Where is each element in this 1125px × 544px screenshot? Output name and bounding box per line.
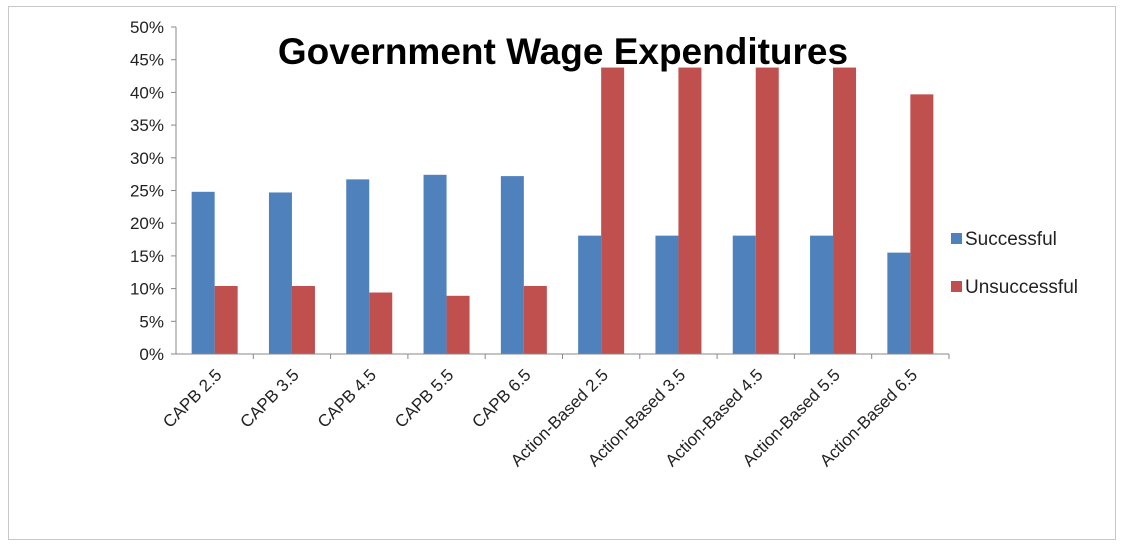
legend-label-successful: Successful bbox=[965, 229, 1057, 250]
bar-successful bbox=[500, 176, 524, 354]
y-tick-label: 20% bbox=[130, 214, 164, 233]
bar-unsuccessful bbox=[369, 292, 393, 354]
bar-unsuccessful bbox=[601, 67, 625, 354]
legend-swatch-successful bbox=[951, 233, 962, 244]
y-tick-label: 5% bbox=[139, 312, 164, 331]
y-tick-label: 45% bbox=[130, 51, 164, 70]
bar-chart: Government Wage Expenditures 0% 5% 10% 15% 2… bbox=[130, 18, 1078, 470]
legend-label-unsuccessful: Unsuccessful bbox=[965, 277, 1078, 298]
x-tick-label: CAPB 3.5 bbox=[237, 365, 303, 431]
x-tick-label: CAPB 5.5 bbox=[391, 365, 457, 431]
y-tick-label: 15% bbox=[130, 247, 164, 266]
bar-successful bbox=[655, 235, 679, 354]
y-tick-label: 10% bbox=[130, 280, 164, 299]
bar-successful bbox=[578, 235, 602, 354]
bar-unsuccessful bbox=[523, 285, 547, 354]
bars bbox=[191, 67, 934, 354]
y-tick-label: 25% bbox=[130, 182, 164, 201]
y-tick-label: 0% bbox=[139, 345, 164, 364]
legend: Successful Unsuccessful bbox=[951, 229, 1078, 298]
x-tick-label: CAPB 4.5 bbox=[314, 365, 380, 431]
y-tick-label: 50% bbox=[130, 18, 164, 37]
x-tick-label: CAPB 6.5 bbox=[468, 365, 534, 431]
bar-successful bbox=[810, 235, 834, 354]
chart-title: Government Wage Expenditures bbox=[278, 31, 848, 72]
bar-unsuccessful bbox=[291, 285, 315, 354]
y-tick-label: 40% bbox=[130, 83, 164, 102]
bar-unsuccessful bbox=[755, 67, 779, 354]
y-tick-label: 35% bbox=[130, 116, 164, 135]
bar-successful bbox=[423, 174, 447, 354]
bar-successful bbox=[268, 192, 292, 354]
y-axis: 0% 5% 10% 15% 20% 25% 30% 35% 40% 45% 50% bbox=[130, 18, 177, 364]
bar-successful bbox=[887, 252, 911, 354]
x-tick-label: CAPB 2.5 bbox=[159, 365, 225, 431]
bar-successful bbox=[191, 191, 215, 354]
y-tick-label: 30% bbox=[130, 149, 164, 168]
legend-swatch-unsuccessful bbox=[951, 281, 962, 292]
bar-unsuccessful bbox=[833, 67, 857, 354]
bar-successful bbox=[732, 235, 756, 354]
x-axis: CAPB 2.5 CAPB 3.5 CAPB 4.5 CAPB 5.5 CAPB 6.5… bbox=[159, 353, 950, 470]
bar-unsuccessful bbox=[214, 285, 238, 354]
bar-unsuccessful bbox=[910, 94, 934, 354]
bar-unsuccessful bbox=[678, 67, 702, 354]
bar-successful bbox=[346, 179, 370, 354]
chart-frame: Government Wage Expenditures 0% 5% 10% 15% 2… bbox=[8, 6, 1116, 540]
bar-unsuccessful bbox=[446, 295, 470, 354]
